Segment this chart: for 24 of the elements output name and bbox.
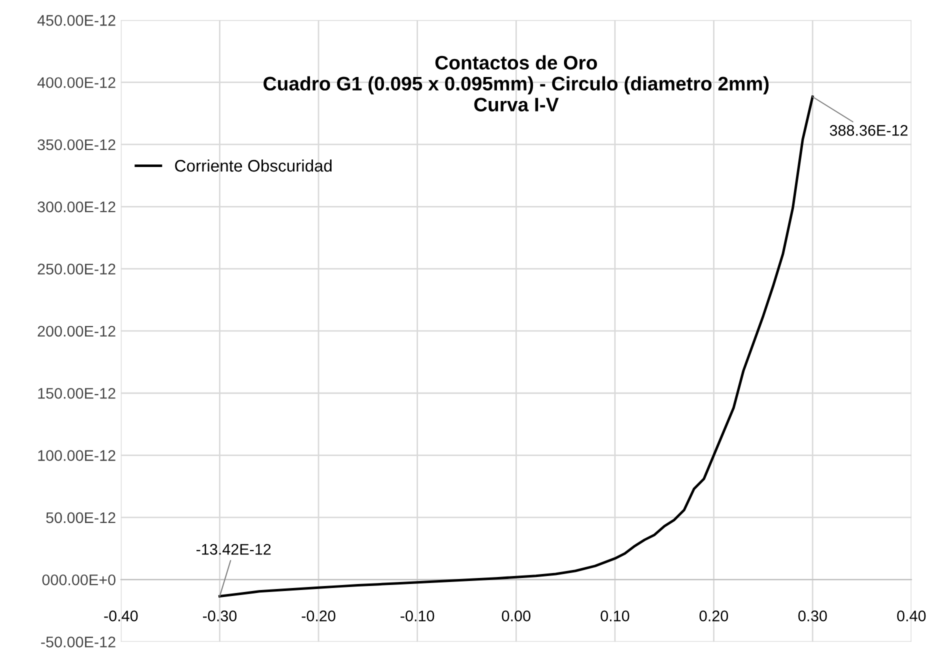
x-tick-label: -0.40 [104,610,138,622]
y-tick-label: -50.00E-12 [41,636,116,648]
x-tick-label: 0.30 [798,610,827,622]
x-tick-label: -0.20 [302,610,336,622]
y-tick-label: 400.00E-12 [37,77,116,88]
y-tick-label: 000.00E+0 [42,574,116,586]
x-tick-label: 0.10 [600,610,630,622]
text: Contactos de Oro Cuadro G1 (0.095 x 0.095mm) - Circulo (diametro 2mm) Curva I-V [264,55,769,112]
y-tick-label: 300.00E-12 [38,202,116,212]
x-tick-label: -0.10 [400,610,434,622]
x-tick-label: -0.30 [202,610,237,622]
legend-label: Corriente Obscuridad [175,159,332,172]
y-tick-label: 200.00E-12 [38,326,116,337]
y-tick-label: 100.00E-12 [38,450,116,461]
x-tick-label: 0.20 [700,610,728,622]
annotation: 388.36E-12 [830,125,908,136]
x-tick-label: 0.40 [897,610,926,622]
y-tick-label: 50.00E-12 [46,512,116,524]
y-tick-label: 250.00E-12 [38,264,116,274]
y-tick-label: 150.00E-12 [38,388,116,399]
x-tick-label: 0.00 [502,610,530,622]
y-tick-label: 450.00E-12 [37,15,116,26]
annotation: -13.42E-12 [196,544,271,555]
y-tick-label: 350.00E-12 [38,139,116,150]
